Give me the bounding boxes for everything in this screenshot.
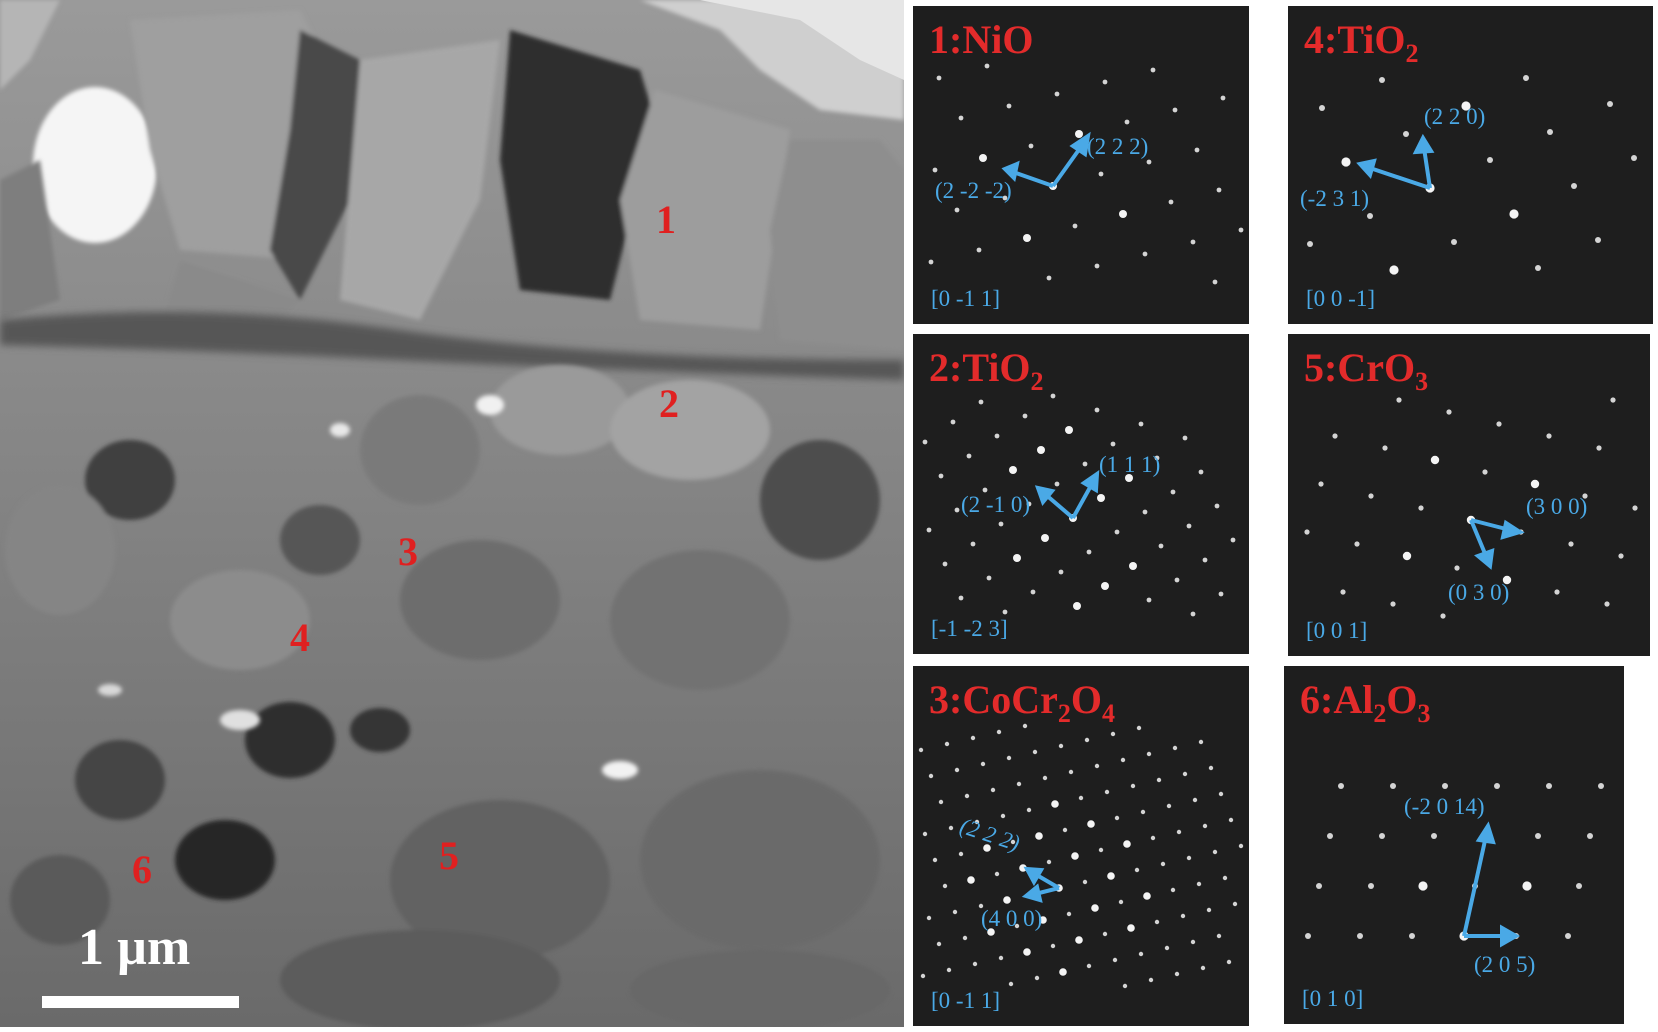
saed-panel-2: 2:TiO2 (1 1 1) (2 -1 0) [-1 -2 3] [913,334,1249,654]
zone-axis-label: [0 1 0] [1302,986,1364,1011]
scale-bar-label: 1 µm [78,919,191,976]
spot-index-label: (-2 0 14) [1404,794,1485,819]
micrograph-texture [0,0,904,1027]
phase-label-1: 1:NiO [929,17,1034,62]
phase-label-2: 2:TiO2 [929,345,1044,396]
phase-label-5: 5:CrO3 [1304,345,1429,396]
diffraction-spots [928,63,1244,285]
reciprocal-vectors [1034,470,1100,520]
spot-index-label: (1 1 1) [1099,452,1161,477]
grain-label-4: 4 [290,615,310,660]
reciprocal-vectors [1356,133,1435,190]
phase-label-4: 4:TiO2 [1304,17,1419,68]
diffraction-spots [1304,397,1638,619]
zone-axis-label: [0 -1 1] [931,988,1000,1013]
saed-panel-3: 3:CoCr2O4 (2 2 2) (4 0 0) [0 -1 1] [913,666,1249,1026]
scale-bar [42,996,239,1008]
zone-axis-label: [0 -1 1] [931,286,1000,311]
tem-micrograph: 1 2 3 4 5 6 1 µm [0,0,904,1027]
phase-label-6: 6:Al2O3 [1300,677,1431,728]
diffraction-spots [922,393,1236,617]
grain-label-6: 6 [132,847,152,892]
spot-index-label: (0 3 0) [1448,580,1510,605]
spot-index-label: (2 2 2) [1087,134,1149,159]
grain-label-2: 2 [659,381,679,426]
spot-index-label: (-2 3 1) [1300,186,1369,211]
grain-label-1: 1 [656,197,676,242]
diffraction-spots [918,723,1244,989]
spot-index-label: (2 2 0) [1424,104,1486,129]
spot-index-label: (2 0 5) [1474,952,1536,977]
reciprocal-vectors [1001,131,1091,188]
spot-index-label: (2 -1 0) [961,492,1030,517]
zone-axis-label: [-1 -2 3] [931,616,1008,641]
saed-panel-1: 1:NiO (2 2 2) (2 -2 -2) [0 -1 1] [913,6,1249,324]
reciprocal-vectors [1462,821,1521,948]
grain-label-5: 5 [439,833,459,878]
spot-index-label: (4 0 0) [981,906,1043,931]
zone-axis-label: [0 0 -1] [1306,286,1375,311]
spot-index-label: (2 -2 -2) [935,178,1012,203]
saed-panel-4: 4:TiO2 (2 2 0) (-2 3 1) [0 0 -1] [1288,6,1653,324]
spot-index-label: (3 0 0) [1526,494,1588,519]
zone-axis-label: [0 0 1] [1306,618,1368,643]
reciprocal-vectors [1469,518,1525,570]
saed-panel-6: 6:Al2O3 (-2 0 14) (2 0 5) [0 1 0] [1284,666,1624,1024]
reciprocal-vectors [1021,866,1061,903]
grain-label-3: 3 [398,529,418,574]
saed-panel-5: 5:CrO3 (3 0 0) (0 3 0) [0 0 1] [1288,334,1650,656]
phase-label-3: 3:CoCr2O4 [929,677,1115,728]
